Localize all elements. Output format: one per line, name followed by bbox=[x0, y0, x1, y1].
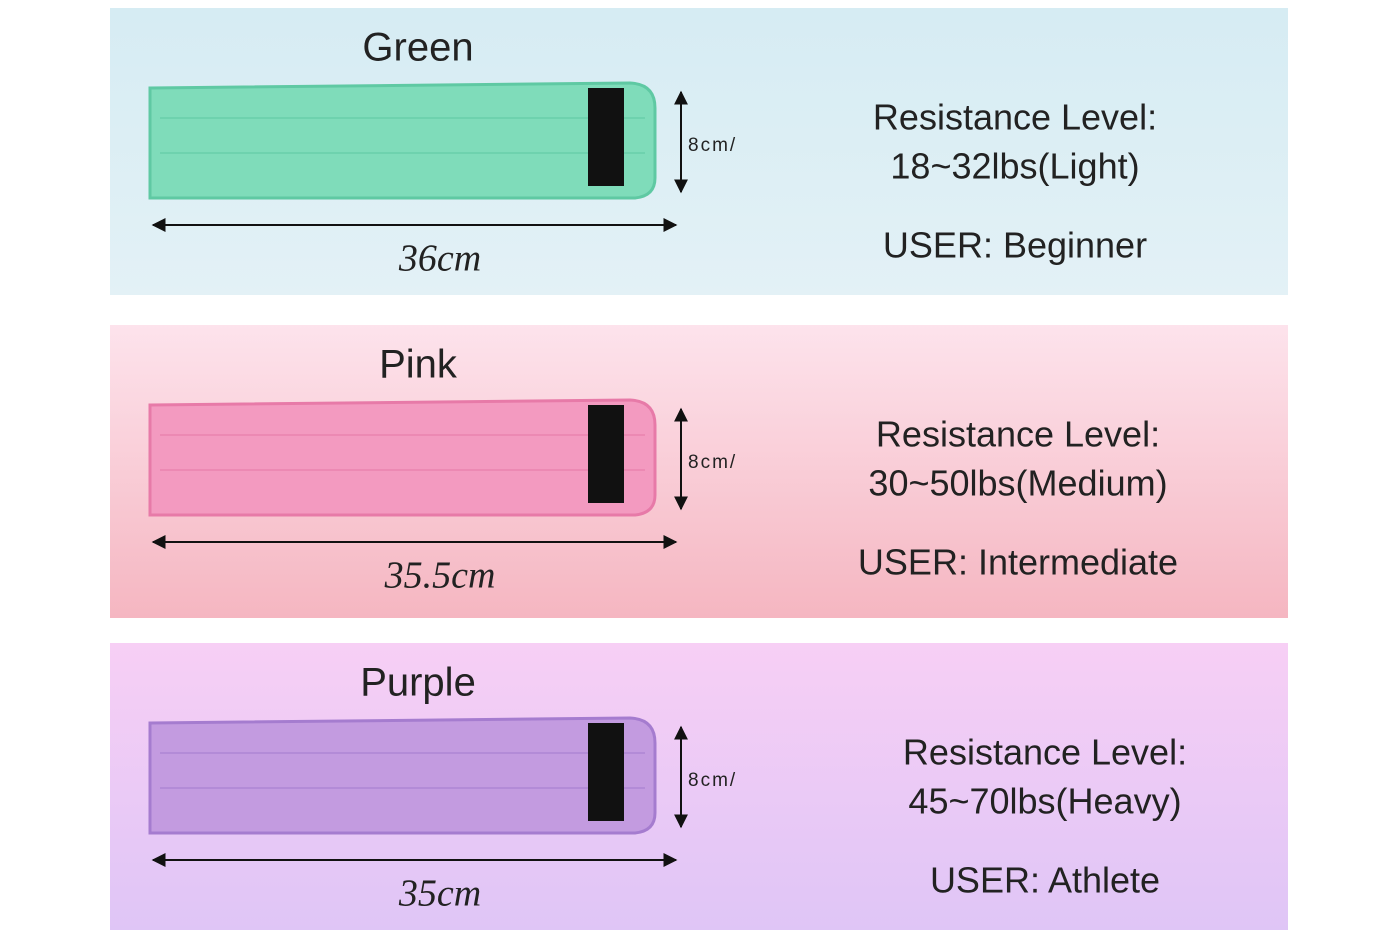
resistance-value: 30~50lbs(Medium) bbox=[868, 463, 1167, 504]
band-name: Green bbox=[362, 26, 473, 70]
band-name: Pink bbox=[379, 343, 458, 387]
user-level: USER: Intermediate bbox=[858, 542, 1178, 583]
panel: Green 8cm/36cm Resistance Level: 18~32lbs(L… bbox=[110, 8, 1288, 295]
resistance-label: Resistance Level: bbox=[876, 414, 1160, 455]
height-label: 8cm/ bbox=[688, 452, 737, 473]
resistance-label: Resistance Level: bbox=[903, 732, 1187, 773]
resistance-value: 45~70lbs(Heavy) bbox=[908, 781, 1181, 822]
length-label: 35.5cm bbox=[384, 555, 496, 597]
band-tag bbox=[588, 88, 624, 186]
length-label: 35cm bbox=[398, 873, 481, 915]
user-level: USER: Athlete bbox=[930, 860, 1160, 901]
band-image bbox=[148, 398, 657, 517]
panel: Pink 8cm/35.5cm Resistance Level: 30~50lbs(… bbox=[110, 325, 1288, 618]
height-label: 8cm/ bbox=[688, 770, 737, 791]
band-tag bbox=[588, 405, 624, 503]
band-tag bbox=[588, 723, 624, 821]
band-name: Purple bbox=[360, 661, 476, 705]
band-image bbox=[148, 716, 657, 835]
band-image bbox=[148, 81, 657, 200]
height-label: 8cm/ bbox=[688, 135, 737, 156]
resistance-label: Resistance Level: bbox=[873, 97, 1157, 138]
panel: Purple 8cm/35cm Resistance Level: 45~70lbs(… bbox=[110, 643, 1288, 930]
resistance-value: 18~32lbs(Light) bbox=[890, 146, 1139, 187]
length-label: 36cm bbox=[398, 238, 481, 280]
user-level: USER: Beginner bbox=[883, 225, 1147, 266]
